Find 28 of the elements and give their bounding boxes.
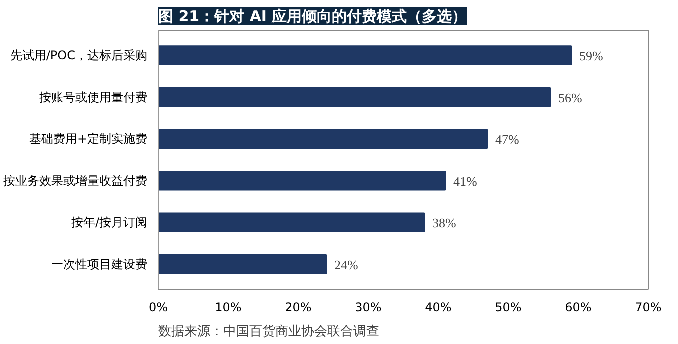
bar	[158, 170, 446, 191]
source-note: 数据来源：中国百货商业协会联合调查	[158, 324, 380, 340]
data-label: 56%	[558, 90, 582, 106]
x-tick-label: 30%	[355, 300, 382, 314]
data-label: 38%	[432, 216, 456, 231]
data-label: 47%	[496, 132, 520, 148]
data-label: 41%	[454, 174, 478, 189]
data-label: 24%	[334, 257, 358, 272]
x-tick-label: 20%	[285, 300, 312, 314]
bar	[158, 46, 572, 66]
y-tick-label: 按业务效果或增量收益付费	[4, 174, 148, 188]
bar	[158, 212, 425, 233]
x-tick-label: 10%	[215, 300, 242, 314]
bar	[158, 254, 327, 274]
x-tick-label: 70%	[635, 300, 662, 314]
y-tick-label: 按年/按月订阅	[71, 216, 148, 230]
x-tick-label: 50%	[495, 300, 522, 314]
chart-title: 图 21：针对 AI 应用倾向的付费模式（多选）	[158, 8, 468, 26]
y-tick-label: 先试用/POC，达标后采购	[10, 48, 148, 63]
data-label: 59%	[580, 48, 604, 64]
bar	[158, 87, 551, 108]
x-tick-label: 40%	[425, 300, 452, 314]
bar	[158, 129, 488, 150]
x-tick-label: 60%	[565, 300, 592, 314]
y-tick-label: 基础费用+定制实施费	[29, 132, 148, 146]
y-tick-label: 按账号或使用量付费	[40, 90, 148, 104]
x-tick-label: 0%	[148, 300, 168, 314]
y-tick-label: 一次性项目建设费	[52, 257, 148, 272]
